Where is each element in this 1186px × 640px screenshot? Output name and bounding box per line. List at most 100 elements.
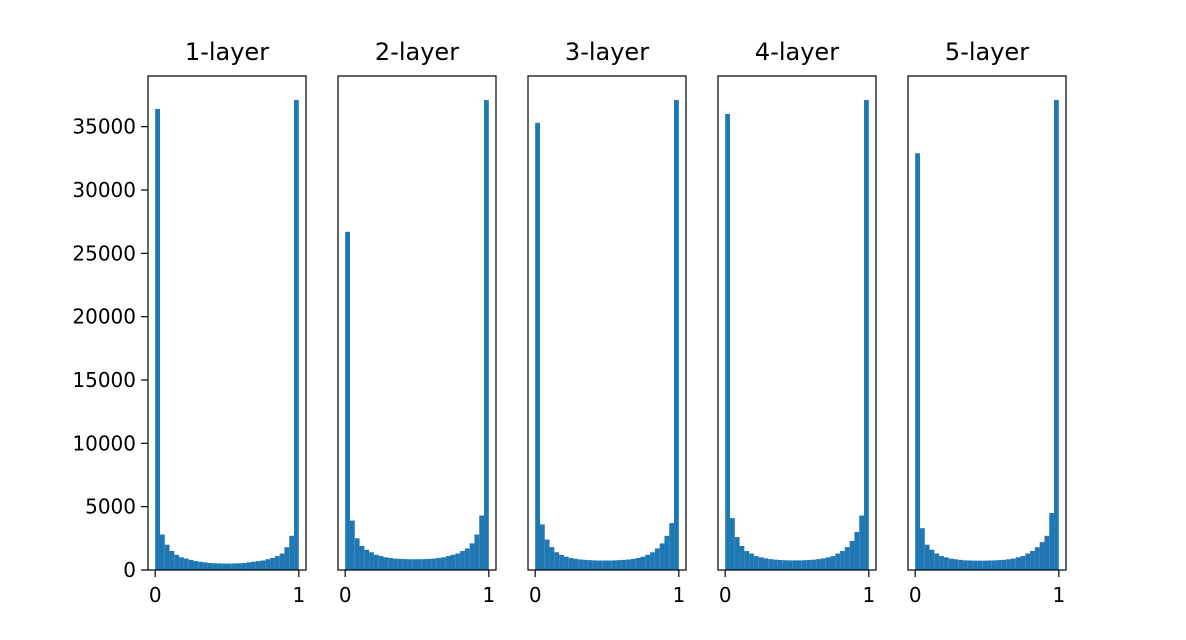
bar <box>212 563 218 570</box>
bar <box>734 537 740 570</box>
bar <box>801 560 807 570</box>
bar <box>1020 556 1026 570</box>
bar <box>729 518 735 570</box>
bar <box>749 553 754 570</box>
y-tick-label: 20000 <box>72 305 136 329</box>
bar <box>592 560 598 570</box>
bar <box>354 538 360 570</box>
bar <box>373 554 379 570</box>
bar <box>460 551 465 570</box>
bar <box>797 560 802 570</box>
bar <box>753 556 759 570</box>
bar <box>929 549 935 570</box>
bar <box>188 559 194 570</box>
bar <box>255 561 261 570</box>
axes-frame <box>147 75 307 571</box>
bar <box>1030 551 1035 570</box>
bar <box>840 551 845 570</box>
bar <box>849 540 855 570</box>
bar <box>1034 547 1040 570</box>
bar <box>859 515 865 570</box>
bar <box>1044 535 1050 570</box>
bar <box>1006 559 1011 570</box>
bar <box>1025 553 1031 570</box>
bar <box>654 548 660 570</box>
subplot-title: 3-layer <box>565 38 649 66</box>
bar <box>455 553 461 570</box>
bar <box>349 520 355 570</box>
bar <box>159 534 165 570</box>
bar <box>844 547 850 570</box>
bar <box>279 553 285 570</box>
bar <box>345 231 350 571</box>
bar <box>393 558 398 570</box>
bar <box>265 559 271 570</box>
axes-frame <box>527 75 687 571</box>
bar <box>996 560 1002 570</box>
y-tick-label: 25000 <box>72 241 136 265</box>
bar <box>179 557 184 570</box>
bar <box>198 561 204 570</box>
bar <box>934 553 940 570</box>
bar <box>284 547 290 570</box>
bar <box>659 543 665 570</box>
bar <box>407 559 413 570</box>
bar <box>645 554 651 570</box>
x-tick-label: 1 <box>292 583 305 607</box>
bar <box>597 560 603 570</box>
bar <box>924 544 930 570</box>
bar <box>183 558 189 570</box>
bar <box>222 563 227 570</box>
bar <box>1039 542 1045 570</box>
bar <box>479 515 485 570</box>
bar <box>445 556 451 570</box>
bar <box>155 108 160 570</box>
bar <box>768 559 774 570</box>
bar <box>967 560 973 570</box>
bar <box>231 563 237 570</box>
bar <box>607 560 612 570</box>
bar <box>739 545 745 570</box>
bar <box>464 548 470 570</box>
bar <box>294 100 299 571</box>
bar <box>669 523 675 570</box>
bar <box>744 551 750 570</box>
y-tick-label: 30000 <box>72 178 136 202</box>
bar <box>573 558 579 570</box>
bar <box>792 560 797 570</box>
axes-frame <box>337 75 497 571</box>
bar <box>825 557 831 570</box>
x-tick-label: 0 <box>149 583 162 607</box>
bar <box>939 556 944 570</box>
bar <box>369 552 374 570</box>
bar <box>164 544 170 570</box>
bar <box>816 559 821 570</box>
bar <box>991 560 997 570</box>
bar <box>539 524 545 570</box>
bar <box>953 559 959 570</box>
bar <box>650 552 655 570</box>
bar <box>383 557 389 570</box>
bar <box>169 551 175 570</box>
subplot-title: 5-layer <box>945 38 1029 66</box>
bar <box>1015 557 1021 570</box>
bar <box>440 557 446 570</box>
bar <box>388 557 394 570</box>
bar <box>397 558 403 570</box>
x-tick-label: 1 <box>1052 583 1065 607</box>
bar <box>246 562 251 570</box>
x-tick-label: 0 <box>719 583 732 607</box>
bar <box>1049 513 1055 570</box>
bar <box>583 559 588 570</box>
bar <box>773 559 778 570</box>
bar <box>193 561 199 570</box>
bar <box>626 559 631 570</box>
bar <box>806 559 812 570</box>
bar <box>578 559 584 570</box>
x-tick-label: 0 <box>529 583 542 607</box>
bar <box>563 556 569 570</box>
bar <box>758 557 764 570</box>
x-tick-label: 1 <box>862 583 875 607</box>
bar <box>236 563 242 570</box>
